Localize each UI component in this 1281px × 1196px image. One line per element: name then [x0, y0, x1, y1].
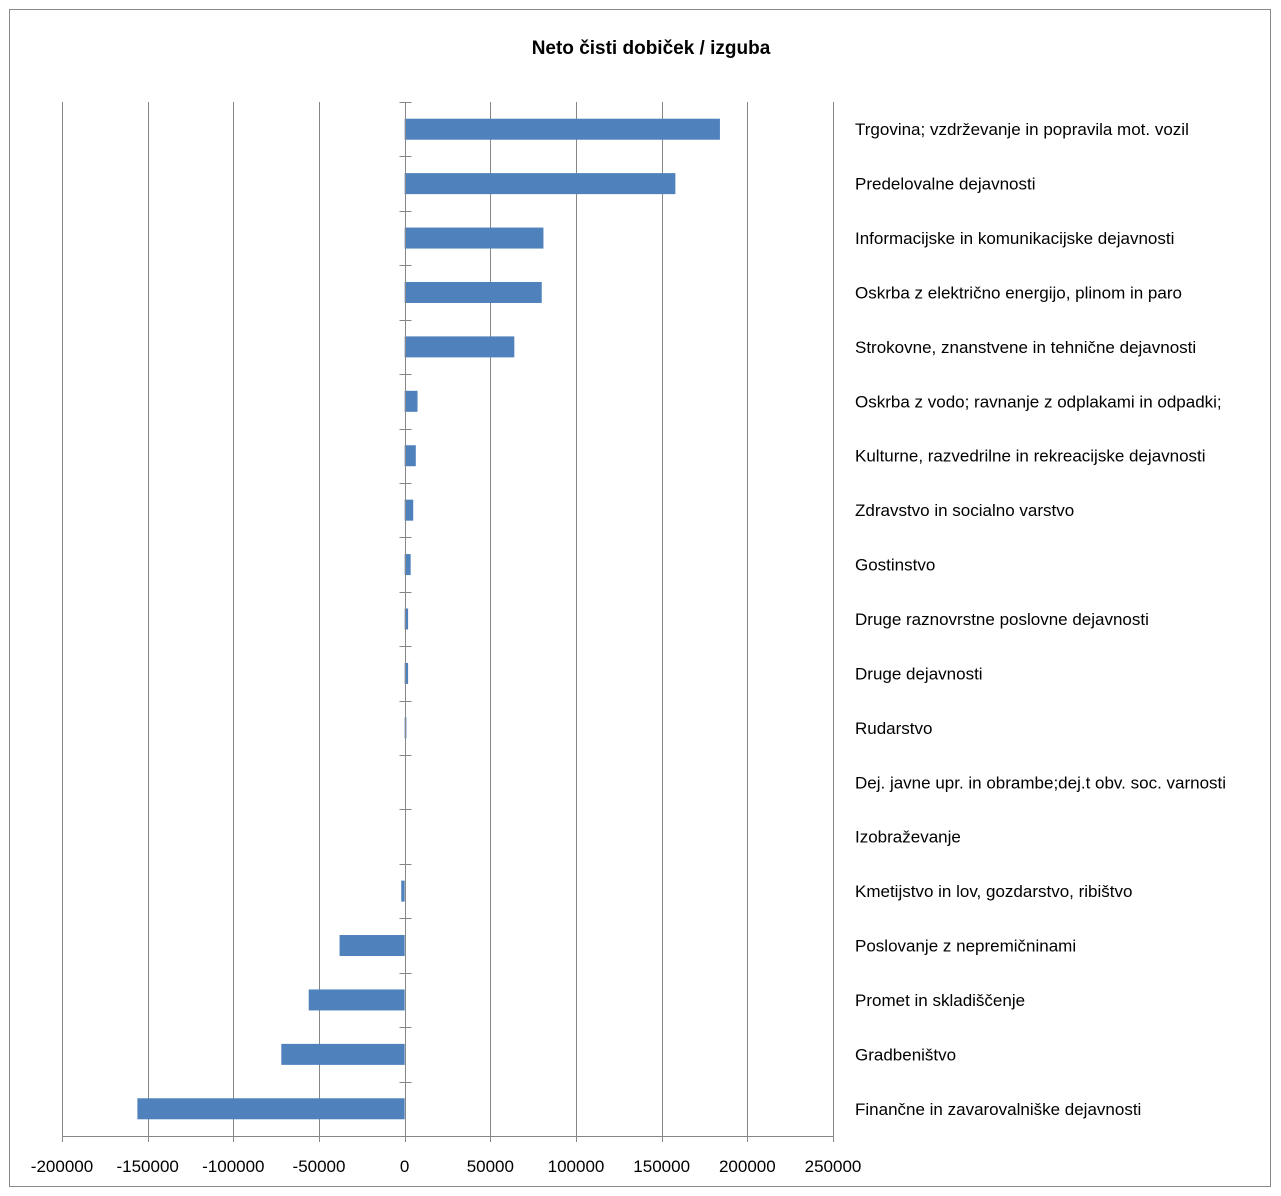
x-tick-label-0: -200000 [31, 1157, 93, 1176]
bar-6 [404, 445, 416, 467]
bar-2 [404, 227, 544, 249]
x-tick-label-8: 200000 [719, 1157, 776, 1176]
category-label-17: Gradbeništvo [855, 1045, 956, 1064]
bar-15 [339, 935, 405, 957]
bar-5 [404, 390, 418, 412]
x-tick-label-1: -150000 [116, 1157, 178, 1176]
bar-9 [404, 608, 409, 630]
x-tick-label-2: -100000 [202, 1157, 264, 1176]
bar-14 [401, 880, 405, 902]
gridlines [62, 102, 834, 1136]
x-tick-label-7: 150000 [633, 1157, 690, 1176]
category-label-4: Strokovne, znanstvene in tehnične dejavn… [855, 338, 1196, 357]
category-label-7: Zdravstvo in socialno varstvo [855, 501, 1074, 520]
bar-1 [404, 173, 676, 195]
x-tick-label-5: 50000 [467, 1157, 514, 1176]
category-label-18: Finančne in zavarovalniške dejavnosti [855, 1100, 1141, 1119]
category-label-5: Oskrba z vodo; ravnanje z odplakami in o… [855, 392, 1222, 411]
bar-0 [404, 118, 720, 140]
category-label-14: Kmetijstvo in lov, gozdarstvo, ribištvo [855, 882, 1132, 901]
chart-title: Neto čisti dobiček / izguba [532, 38, 771, 59]
category-label-15: Poslovanje z nepremičninami [855, 937, 1076, 956]
x-tick-label-4: 0 [400, 1157, 409, 1176]
category-label-6: Kulturne, razvedrilne in rekreacijske de… [855, 447, 1206, 466]
category-label-8: Gostinstvo [855, 556, 935, 575]
category-label-10: Druge dejavnosti [855, 664, 983, 683]
category-label-11: Rudarstvo [855, 719, 932, 738]
bar-4 [404, 336, 515, 358]
x-tick-labels: -200000 -150000 -100000 -50000 0 50000 100000 1… [31, 1157, 862, 1176]
category-label-3: Oskrba z električno energijo, plinom in … [855, 283, 1182, 302]
x-tick-label-6: 100000 [548, 1157, 605, 1176]
category-label-12: Dej. javne upr. in obrambe;dej.t obv. so… [855, 773, 1226, 792]
category-label-0: Trgovina; vzdrževanje in popravila mot. … [855, 120, 1189, 139]
bar-8 [404, 554, 411, 576]
category-label-16: Promet in skladiščenje [855, 991, 1025, 1010]
bar-17 [281, 1043, 405, 1065]
bars [137, 118, 720, 1120]
bar-7 [404, 499, 414, 521]
x-tick-label-3: -50000 [293, 1157, 346, 1176]
bar-18 [137, 1098, 405, 1120]
bar-3 [404, 281, 542, 303]
x-tick-label-9: 250000 [805, 1157, 862, 1176]
category-label-1: Predelovalne dejavnosti [855, 175, 1036, 194]
zero-axis [62, 102, 834, 1142]
category-label-13: Izobraževanje [855, 828, 961, 847]
category-labels: Trgovina; vzdrževanje in popravila mot. … [855, 120, 1226, 1119]
category-label-2: Informacijske in komunikacijske dejavnos… [855, 229, 1174, 248]
bar-16 [308, 989, 405, 1011]
bar-10 [404, 662, 409, 684]
chart-frame [9, 9, 1271, 1187]
category-label-9: Druge raznovrstne poslovne dejavnosti [855, 610, 1149, 629]
